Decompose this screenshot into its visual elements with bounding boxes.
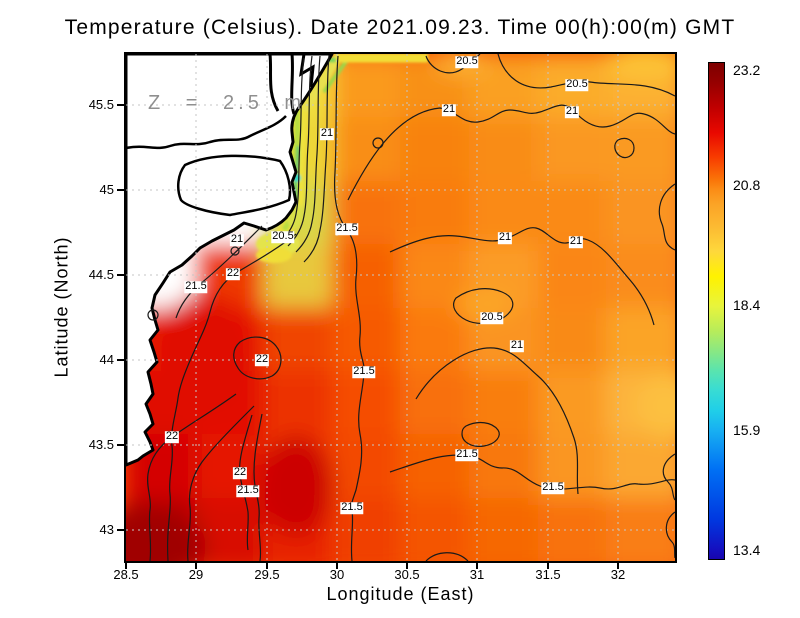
y-axis-label: Latitude (North): [51, 236, 72, 378]
x-tick-mark: [266, 563, 268, 569]
colorbar-label: 20.8: [733, 177, 761, 193]
colorbar-label: 23.2: [733, 62, 761, 78]
land-detail-lines: [126, 54, 315, 217]
y-tick-label: 43.5: [88, 437, 114, 452]
y-tick-mark: [117, 359, 124, 361]
gridlines: [126, 54, 675, 561]
y-tick-mark: [117, 189, 124, 191]
x-tick-mark: [617, 563, 619, 569]
x-tick-mark: [195, 563, 197, 569]
y-tick-label: 45: [99, 182, 114, 197]
colorbar-label: 18.4: [733, 297, 761, 313]
temperature-map: [126, 54, 675, 561]
colorbar: [708, 62, 725, 560]
chart-title: Temperature (Celsius). Date 2021.09.23. …: [64, 16, 736, 39]
y-tick-mark: [117, 274, 124, 276]
x-tick-label: 32: [610, 567, 626, 582]
plot-frame: [124, 52, 677, 563]
y-tick-mark: [117, 444, 124, 446]
x-tick-mark: [547, 563, 549, 569]
x-tick-mark: [125, 563, 127, 569]
x-tick-label: 28.5: [113, 567, 139, 582]
y-tick-mark: [117, 529, 124, 531]
x-tick-label: 31.5: [535, 567, 561, 582]
x-axis-label: Longitude (East): [326, 584, 475, 604]
x-tick-label: 29: [188, 567, 204, 582]
x-tick-label: 30.5: [394, 567, 420, 582]
colorbar-label: 15.9: [733, 422, 761, 438]
y-tick-label: 43: [99, 522, 114, 537]
x-tick-label: 29.5: [254, 567, 280, 582]
x-tick-label: 31: [469, 567, 485, 582]
y-tick-mark: [117, 104, 124, 106]
land-coastline: [126, 54, 334, 467]
x-tick-label: 30: [329, 567, 345, 582]
x-tick-mark: [336, 563, 338, 569]
x-tick-mark: [476, 563, 478, 569]
colorbar-label: 13.4: [733, 542, 761, 558]
x-tick-mark: [406, 563, 408, 569]
y-tick-label: 44: [99, 352, 114, 367]
y-tick-label: 44.5: [88, 267, 114, 282]
y-tick-label: 45.5: [88, 97, 114, 112]
